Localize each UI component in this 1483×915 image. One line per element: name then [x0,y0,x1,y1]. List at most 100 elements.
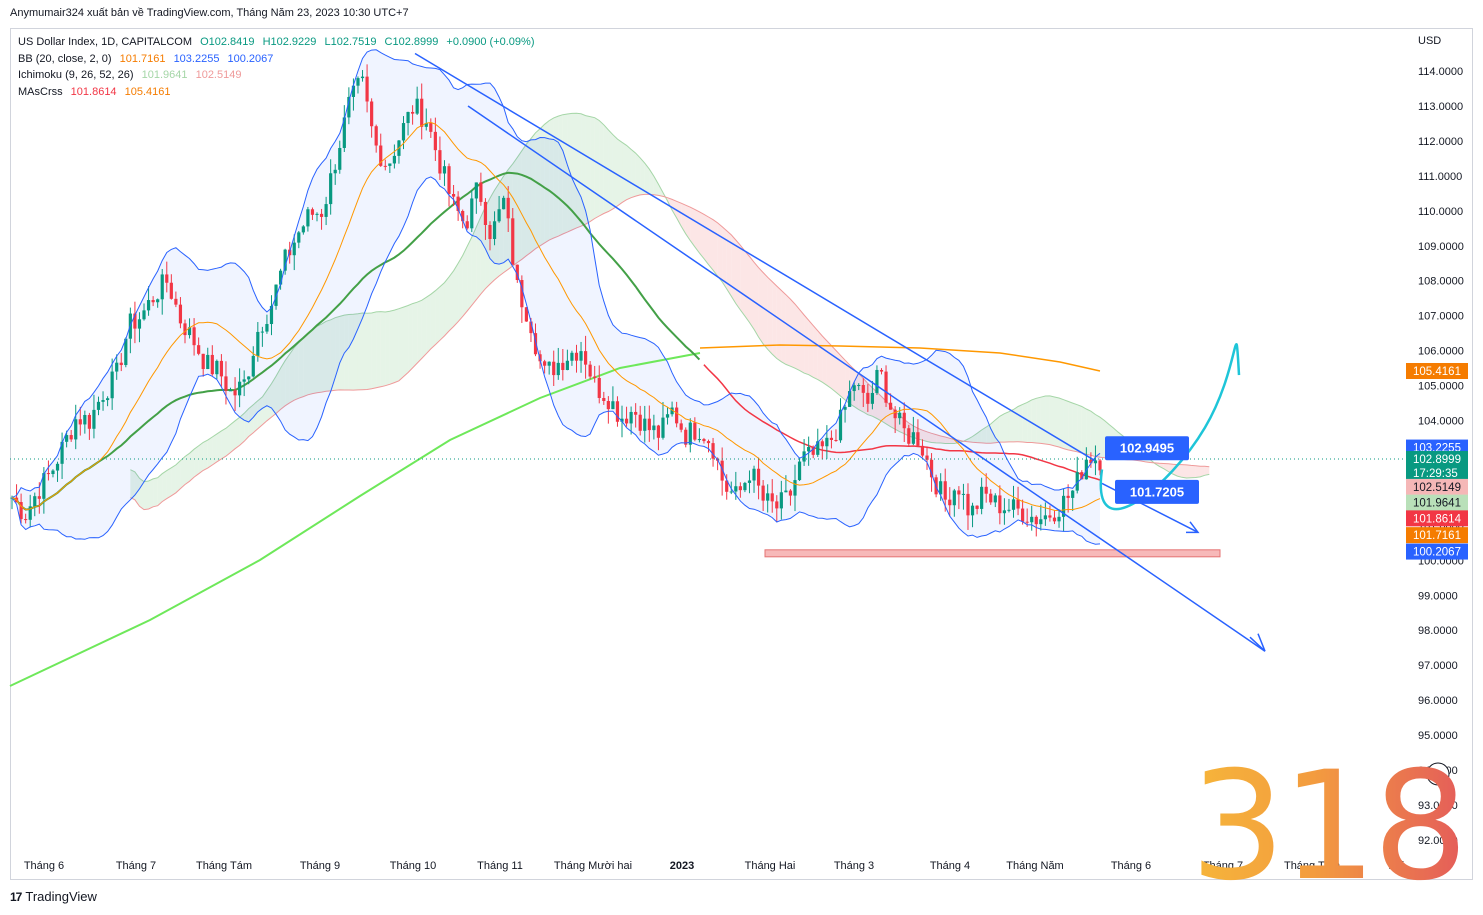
cloud-segment [430,290,436,349]
tradingview-logo[interactable]: 17 TradingView [10,889,97,904]
cloud-segment [813,325,818,380]
candle-body [706,441,711,444]
legend-ichimoku-row[interactable]: Ichimoku (9, 26, 52, 26) 101.9641 102.51… [18,67,540,84]
chart-frame [10,28,1473,880]
low-value: L102.7519 [324,36,377,48]
cloud-segment [1100,417,1105,458]
cloud-segment [1004,411,1009,443]
legend-symbol-row[interactable]: US Dollar Index, 1D, CAPITALCOM O102.841… [18,34,540,51]
candle-body [848,391,852,407]
candle-body [1098,460,1102,471]
legend-mas-row[interactable]: MAsCrss 101.8614 105.4161 [18,84,540,101]
candle-body [219,360,224,377]
candle-body [939,481,943,495]
cloud-segment [995,416,1000,443]
candle-body [406,111,410,124]
candle-body [319,213,324,217]
ichimoku-label: Ichimoku (9, 26, 52, 26) [18,69,134,81]
candle-body [124,338,128,366]
candle-body [975,505,979,509]
candle-body [379,145,383,166]
candle-body [647,418,651,431]
cloud-segment [544,120,550,243]
cloud-segment [858,373,864,413]
candle-body [961,493,966,495]
candle-body [907,428,911,444]
candle-body [101,400,105,402]
candle-body [556,362,560,376]
bb-fill [12,49,1100,545]
y-tick-label: 106.0000 [1418,346,1464,358]
support-zone [764,549,1221,558]
legend-bb-row[interactable]: BB (20, close, 2, 0) 101.7161 103.2255 1… [18,51,540,68]
cloud-segment [749,256,755,330]
candle-body [829,437,834,440]
cloud-segment [1090,411,1096,457]
cloud-segment [599,120,604,216]
cloud-segment [1036,397,1041,444]
cloud-segment [817,330,823,383]
cloud-segment [307,329,313,395]
candle-body [1016,499,1020,509]
cloud-segment [362,313,368,390]
y-tick-label: 109.0000 [1418,241,1464,253]
cloud-segment [867,383,873,417]
candle-body [638,414,642,431]
candle-body [151,300,155,303]
candle-body [520,279,524,308]
candle-body [552,361,556,376]
cloud-segment [221,428,226,459]
watermark-318: 318 [1190,740,1468,914]
cloud-segment [298,337,304,399]
candle-body [570,352,574,361]
cloud-segment [139,478,145,510]
cloud-segment [225,424,231,457]
cloud-segment [940,436,946,444]
y-tick-label: 104.0000 [1418,416,1464,428]
candle-body [438,150,442,174]
cloud-segment [713,219,718,277]
cloud-segment [876,392,882,422]
price-badge-text: 101.8614 [1413,513,1462,525]
bb-basis-line [11,121,1101,512]
candle-body [160,274,164,300]
cloud-segment [194,445,199,478]
cloud-segment [1200,466,1205,477]
cloud-segment [1072,403,1078,452]
cloud-segment [317,324,322,393]
candle-body [861,385,865,393]
cloud-segment [1054,396,1060,448]
candle-body [929,459,934,478]
cloud-segment [635,153,641,197]
candle-body [46,473,51,475]
ma-short-line [703,364,1101,481]
candle-body [984,486,988,494]
close-value: C102.8999 [384,36,439,48]
candle-body [415,98,419,114]
candle-body [574,352,579,361]
price-badge-bg [1406,464,1468,481]
candle-body [1089,459,1093,464]
candle-body [488,224,492,240]
candle-body [306,209,310,227]
candle-body [866,392,870,404]
candle-body [297,232,301,243]
cloud-segment [435,286,440,345]
price-badge-text: 101.7161 [1413,530,1461,542]
candle-body [465,221,469,229]
cloud-segment [1040,395,1046,444]
cloud-segment [590,116,595,222]
candle-body [74,419,78,440]
cloud-segment [1045,395,1050,445]
publish-header: Anymumair324 xuất bản về TradingView.com… [10,7,409,19]
x-tick-label: Tháng 3 [834,860,874,872]
candle-body [265,324,269,332]
trendline-lower [467,105,1266,652]
candle-body [447,166,451,195]
y-tick-label: 92.0000 [1418,835,1458,847]
price-badge-bg [1406,543,1468,560]
cloud-segment [367,312,372,390]
candle-body [593,376,597,378]
candle-body [429,123,433,132]
